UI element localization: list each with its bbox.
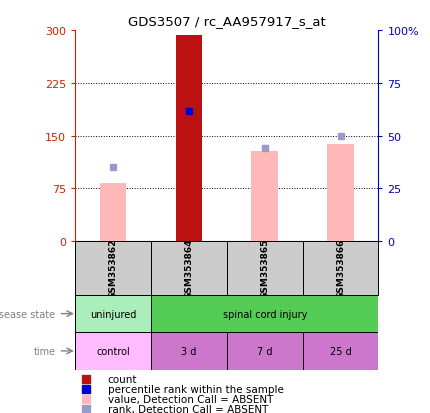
Bar <box>327 145 354 242</box>
Text: spinal cord injury: spinal cord injury <box>223 309 307 319</box>
Bar <box>303 332 378 370</box>
Bar <box>151 242 227 295</box>
Text: disease state: disease state <box>0 309 55 319</box>
Bar <box>75 295 151 332</box>
Text: value, Detection Call = ABSENT: value, Detection Call = ABSENT <box>108 394 273 404</box>
Bar <box>252 152 278 242</box>
Text: rank, Detection Call = ABSENT: rank, Detection Call = ABSENT <box>108 404 268 413</box>
Text: GSM353862: GSM353862 <box>109 238 118 299</box>
Text: control: control <box>96 346 130 356</box>
Text: 3 d: 3 d <box>181 346 197 356</box>
Bar <box>227 242 303 295</box>
Text: percentile rank within the sample: percentile rank within the sample <box>108 384 283 394</box>
Bar <box>75 242 151 295</box>
Text: 7 d: 7 d <box>257 346 273 356</box>
Text: GSM353865: GSM353865 <box>260 238 269 299</box>
Bar <box>176 36 202 242</box>
Bar <box>303 242 378 295</box>
Bar <box>151 295 378 332</box>
Text: time: time <box>34 346 55 356</box>
Bar <box>151 332 227 370</box>
Bar <box>227 332 303 370</box>
Text: 25 d: 25 d <box>330 346 351 356</box>
Bar <box>100 184 126 242</box>
Text: uninjured: uninjured <box>90 309 136 319</box>
Text: count: count <box>108 374 137 384</box>
Title: GDS3507 / rc_AA957917_s_at: GDS3507 / rc_AA957917_s_at <box>128 15 326 28</box>
Text: GSM353866: GSM353866 <box>336 238 345 299</box>
Bar <box>75 332 151 370</box>
Text: GSM353864: GSM353864 <box>184 238 194 299</box>
